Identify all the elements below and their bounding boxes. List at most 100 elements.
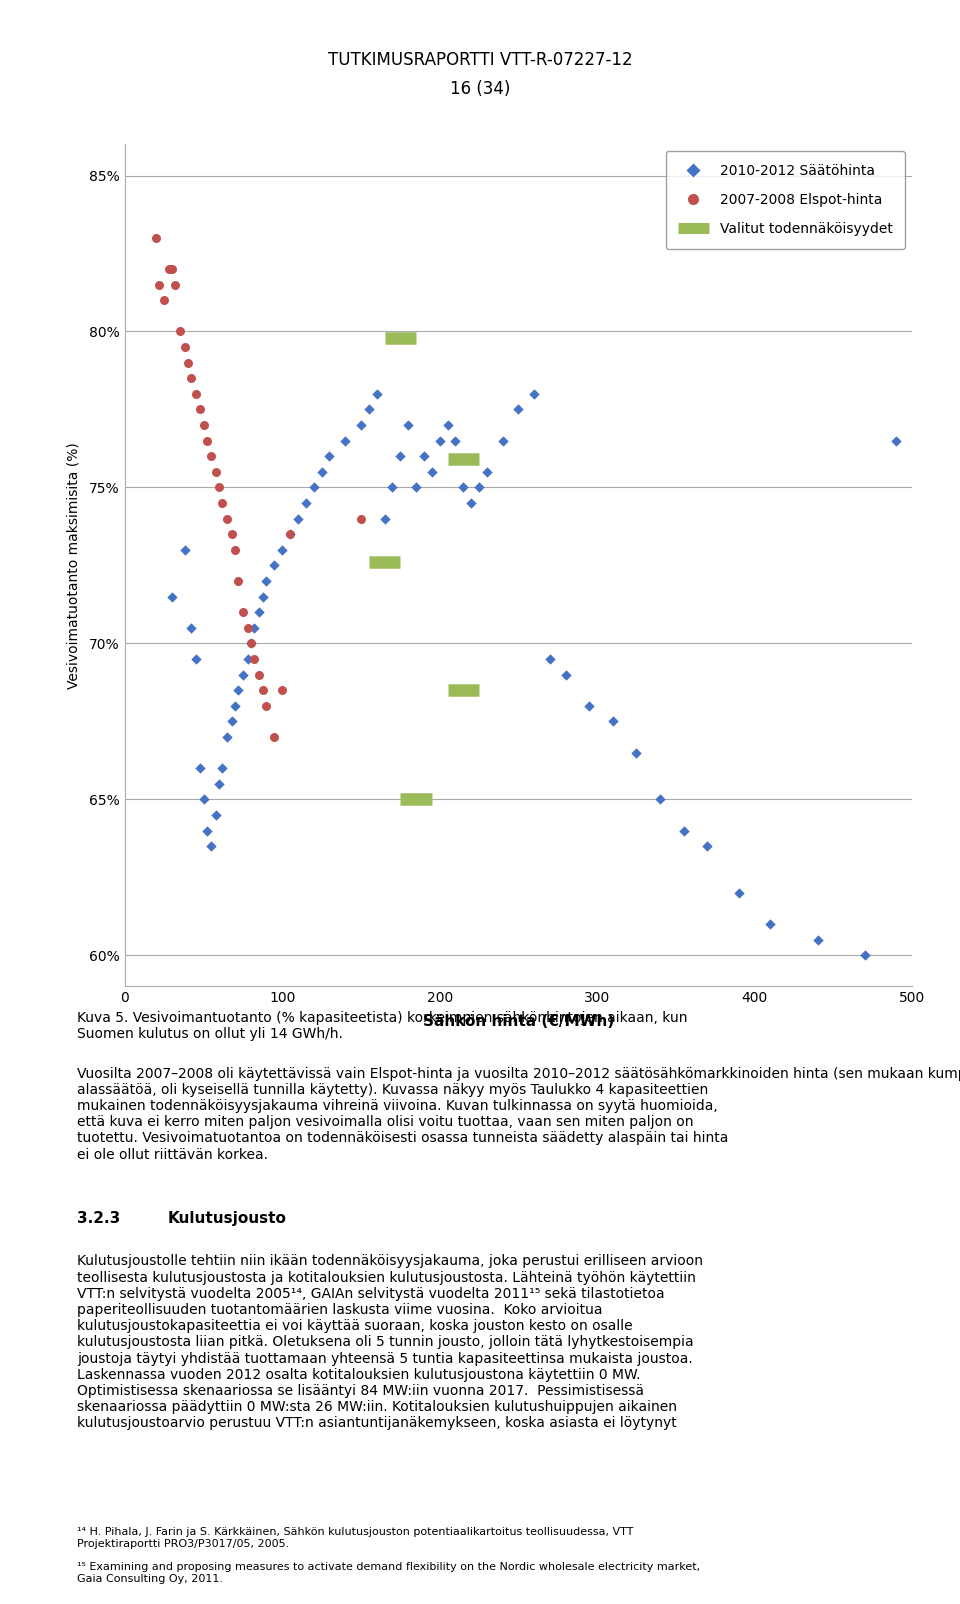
- Text: 3.2.3: 3.2.3: [77, 1211, 120, 1225]
- Text: 16 (34): 16 (34): [450, 80, 510, 98]
- Point: [700, 834, 715, 860]
- Point: [400, 412, 416, 438]
- Point: [235, 600, 251, 626]
- Point: [306, 475, 322, 500]
- Point: [314, 459, 329, 484]
- Point: [377, 505, 393, 531]
- Point: [251, 662, 266, 688]
- Point: [267, 552, 282, 577]
- Y-axis label: Vesivoimatuotanto maksimisita (%): Vesivoimatuotanto maksimisita (%): [67, 443, 81, 688]
- Point: [440, 412, 455, 438]
- Point: [385, 475, 400, 500]
- Point: [762, 911, 778, 937]
- Point: [211, 475, 227, 500]
- Point: [204, 834, 219, 860]
- Point: [180, 350, 196, 375]
- Text: Vuosilta 2007–2008 oli käytettävissä vain Elspot-hinta ja vuosilta 2010–2012 sää: Vuosilta 2007–2008 oli käytettävissä vai…: [77, 1067, 960, 1161]
- Point: [225, 709, 240, 735]
- Point: [558, 662, 573, 688]
- Point: [605, 709, 620, 735]
- Point: [495, 428, 511, 454]
- Point: [161, 257, 177, 282]
- Point: [408, 475, 423, 500]
- Point: [471, 475, 487, 500]
- Point: [255, 677, 271, 703]
- Point: [204, 443, 219, 468]
- Point: [199, 818, 214, 844]
- Point: [208, 459, 224, 484]
- Point: [447, 428, 463, 454]
- Point: [188, 382, 204, 407]
- Point: [215, 491, 230, 516]
- Point: [225, 521, 240, 547]
- Point: [290, 505, 305, 531]
- Text: TUTKIMUSRAPORTTI VTT-R-07227-12: TUTKIMUSRAPORTTI VTT-R-07227-12: [327, 51, 633, 69]
- Point: [172, 319, 187, 345]
- Point: [183, 366, 199, 391]
- Point: [810, 927, 826, 953]
- Point: [230, 677, 246, 703]
- Legend: 2010-2012 Säätöhinta, 2007-2008 Elspot-hinta, Valitut todennäköisyydet: 2010-2012 Säätöhinta, 2007-2008 Elspot-h…: [665, 151, 905, 249]
- Point: [338, 428, 353, 454]
- Point: [542, 646, 558, 672]
- Point: [235, 662, 251, 688]
- Point: [479, 459, 494, 484]
- Point: [246, 614, 261, 640]
- Point: [275, 537, 290, 563]
- Point: [393, 443, 408, 468]
- Text: Kulutusjousto: Kulutusjousto: [168, 1211, 287, 1225]
- Point: [196, 412, 211, 438]
- Point: [164, 584, 180, 610]
- Point: [629, 739, 644, 765]
- Point: [149, 225, 164, 250]
- Point: [353, 505, 369, 531]
- Point: [243, 630, 258, 656]
- Point: [183, 614, 199, 640]
- Point: [156, 287, 172, 313]
- Point: [196, 786, 211, 812]
- Point: [240, 614, 255, 640]
- Point: [432, 428, 447, 454]
- Point: [267, 723, 282, 749]
- Point: [188, 646, 204, 672]
- Text: ¹⁵ Examining and proposing measures to activate demand flexibility on the Nordic: ¹⁵ Examining and proposing measures to a…: [77, 1562, 700, 1583]
- Point: [243, 630, 258, 656]
- Point: [582, 693, 597, 719]
- Point: [369, 382, 384, 407]
- Point: [228, 693, 243, 719]
- Point: [353, 412, 369, 438]
- X-axis label: Sähkön hinta (€/MWh): Sähkön hinta (€/MWh): [422, 1014, 614, 1028]
- Point: [889, 428, 904, 454]
- Point: [208, 802, 224, 828]
- Point: [199, 428, 214, 454]
- Point: [361, 396, 376, 422]
- Text: Kuva 5. Vesivoimantuotanto (% kapasiteetista) korkeimpien sähkönhintojen aikaan,: Kuva 5. Vesivoimantuotanto (% kapasiteet…: [77, 1011, 687, 1041]
- Point: [211, 772, 227, 797]
- Point: [164, 257, 180, 282]
- Point: [246, 646, 261, 672]
- Point: [282, 521, 298, 547]
- Point: [322, 443, 337, 468]
- Point: [215, 755, 230, 781]
- Point: [282, 521, 298, 547]
- Point: [230, 568, 246, 593]
- Point: [653, 786, 668, 812]
- Point: [259, 568, 275, 593]
- Point: [464, 491, 479, 516]
- Point: [417, 443, 432, 468]
- Point: [275, 677, 290, 703]
- Point: [193, 755, 208, 781]
- Point: [255, 584, 271, 610]
- Point: [228, 537, 243, 563]
- Point: [259, 693, 275, 719]
- Point: [676, 818, 691, 844]
- Point: [220, 723, 235, 749]
- Point: [240, 646, 255, 672]
- Point: [251, 600, 266, 626]
- Point: [732, 881, 747, 906]
- Point: [167, 271, 182, 298]
- Point: [177, 537, 192, 563]
- Point: [424, 459, 440, 484]
- Text: Kulutusjoustolle tehtiin niin ikään todennäköisyysjakauma, joka perustui erillis: Kulutusjoustolle tehtiin niin ikään tode…: [77, 1254, 703, 1431]
- Point: [511, 396, 526, 422]
